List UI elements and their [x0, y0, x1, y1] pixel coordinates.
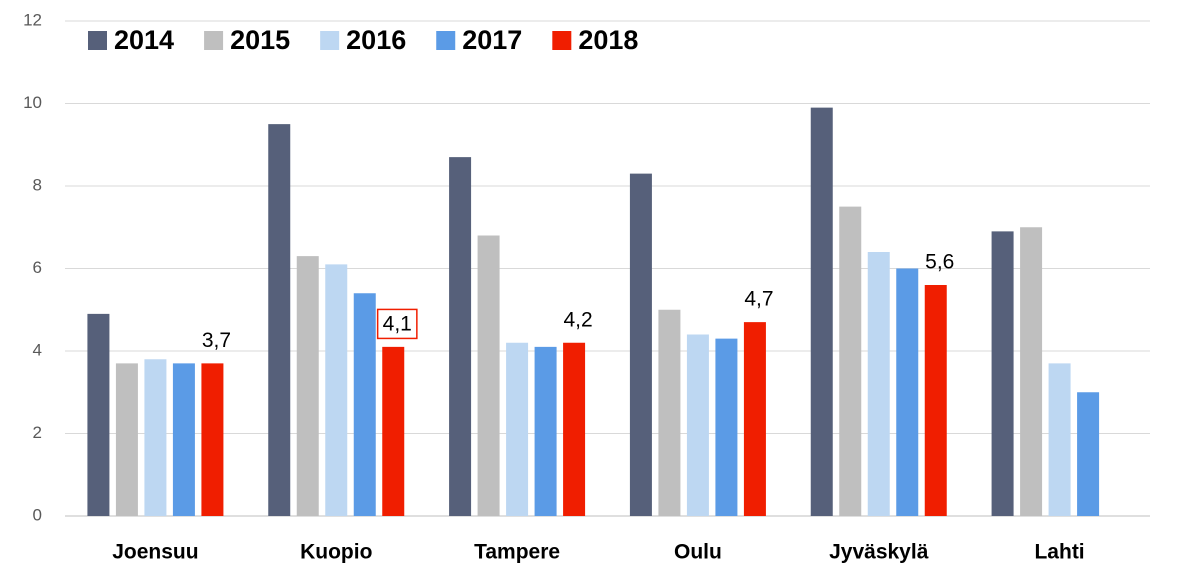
x-tick-label: Tampere: [474, 541, 560, 564]
bar: [686, 334, 709, 516]
x-tick-label: Oulu: [674, 541, 722, 564]
bar: [449, 157, 472, 516]
bar: [563, 342, 586, 516]
bar: [382, 346, 405, 516]
y-tick-label: 2: [33, 423, 42, 442]
bar: [506, 342, 529, 516]
x-tick-label: Joensuu: [112, 541, 198, 564]
legend-label: 2016: [346, 25, 406, 55]
x-tick-label: Jyväskylä: [829, 541, 929, 564]
bar: [201, 363, 224, 516]
legend-label: 2018: [578, 25, 638, 55]
bar: [658, 309, 681, 516]
label-box: [376, 308, 418, 340]
legend-label: 2017: [462, 25, 522, 55]
bar: [144, 359, 167, 516]
bar: [534, 346, 557, 516]
bar: [715, 338, 738, 516]
bar: [1077, 392, 1100, 516]
data-label: 4,7: [744, 288, 773, 311]
legend-swatch: [320, 31, 340, 50]
bar: [629, 173, 652, 516]
y-tick-label: 12: [23, 10, 42, 29]
bar: [1048, 363, 1071, 516]
legend-swatch: [436, 31, 456, 50]
legend-label: 2014: [114, 25, 174, 55]
bar: [353, 293, 376, 516]
legend-swatch: [204, 31, 224, 50]
bar: [115, 363, 138, 516]
legend-swatch: [552, 31, 572, 50]
y-tick-label: 4: [33, 340, 42, 359]
bar: [924, 285, 947, 516]
bar: [896, 268, 919, 516]
bar: [991, 231, 1014, 516]
bar: [810, 107, 833, 516]
bar: [268, 124, 291, 516]
y-tick-label: 8: [33, 175, 42, 194]
y-tick-label: 10: [23, 93, 42, 112]
data-label: 3,7: [202, 329, 231, 352]
legend-label: 2015: [230, 25, 290, 55]
bar: [296, 256, 319, 516]
bar: [87, 313, 110, 516]
data-label: 4,1: [383, 312, 412, 335]
data-label: 4,2: [563, 308, 592, 331]
y-tick-label: 0: [33, 505, 42, 524]
bar: [325, 264, 348, 516]
bar: [172, 363, 195, 516]
data-label: 5,6: [925, 251, 954, 274]
x-tick-label: Kuopio: [300, 541, 372, 564]
bar: [867, 252, 890, 516]
bar: [743, 322, 766, 516]
bar: [477, 235, 500, 516]
x-tick-label: Lahti: [1034, 541, 1084, 564]
y-tick-label: 6: [33, 258, 42, 277]
legend-swatch: [88, 31, 107, 50]
bar: [1020, 227, 1043, 516]
bar: [839, 206, 862, 516]
